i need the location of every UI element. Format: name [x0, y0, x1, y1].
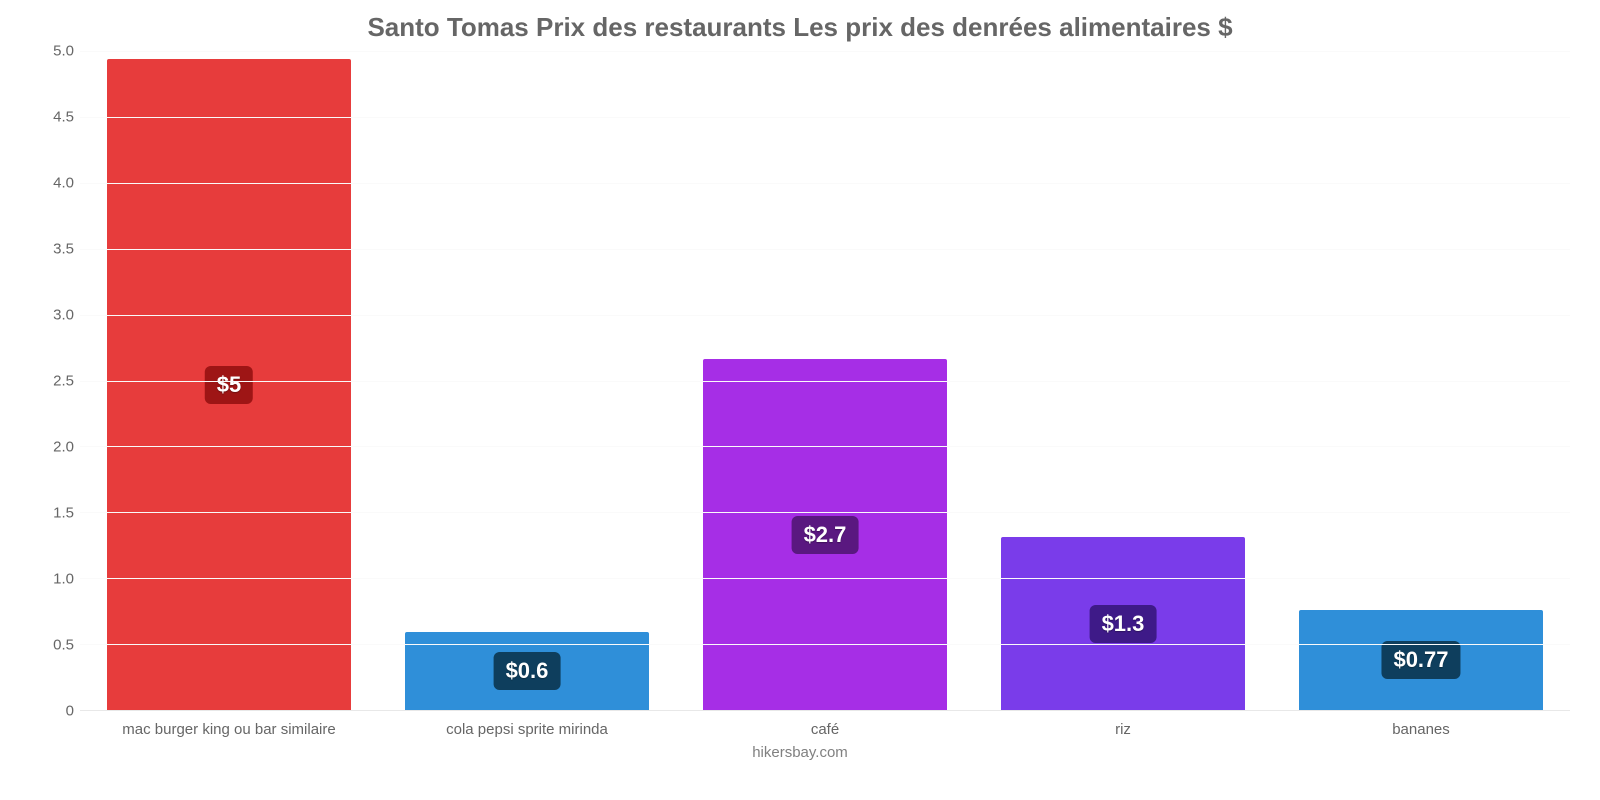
y-tick-label: 4.5 — [30, 109, 74, 126]
baseline — [80, 710, 1570, 711]
gridline — [80, 51, 1570, 52]
gridline — [80, 578, 1570, 579]
bar-slot: $0.77 — [1272, 52, 1570, 711]
x-axis: mac burger king ou bar similairecola pep… — [80, 721, 1570, 738]
bar: $2.7 — [703, 359, 947, 711]
plot-area: $5 $0.6 $2.7 $1.3 $0.77 — [80, 51, 1570, 711]
x-axis-label: café — [676, 721, 974, 738]
gridline — [80, 381, 1570, 382]
value-badge: $2.7 — [792, 516, 859, 554]
gridline — [80, 446, 1570, 447]
bar: $1.3 — [1001, 537, 1245, 711]
value-badge: $1.3 — [1090, 605, 1157, 643]
chart-title: Santo Tomas Prix des restaurants Les pri… — [30, 12, 1570, 43]
x-axis-label: riz — [974, 721, 1272, 738]
y-tick-label: 5.0 — [30, 43, 74, 60]
x-axis-label: mac burger king ou bar similaire — [80, 721, 378, 738]
y-axis: 00.51.01.52.02.53.03.54.04.55.0 — [30, 51, 80, 711]
y-tick-label: 3.5 — [30, 241, 74, 258]
plot-row: 00.51.01.52.02.53.03.54.04.55.0 $5$0.6$2… — [30, 51, 1570, 711]
bar: $5 — [107, 59, 351, 711]
x-axis-label: bananes — [1272, 721, 1570, 738]
y-tick-label: 0.5 — [30, 637, 74, 654]
bar: $0.77 — [1299, 610, 1543, 711]
price-bar-chart: Santo Tomas Prix des restaurants Les pri… — [0, 0, 1600, 800]
y-tick-label: 1.5 — [30, 505, 74, 522]
bars-container: $5 $0.6 $2.7 $1.3 $0.77 — [80, 52, 1570, 711]
bar-slot: $2.7 — [676, 52, 974, 711]
bar-slot: $1.3 — [974, 52, 1272, 711]
y-tick-label: 0 — [30, 703, 74, 720]
y-tick-label: 1.0 — [30, 571, 74, 588]
gridline — [80, 512, 1570, 513]
bar-slot: $5 — [80, 52, 378, 711]
x-axis-label: cola pepsi sprite mirinda — [378, 721, 676, 738]
y-tick-label: 2.0 — [30, 439, 74, 456]
y-tick-label: 4.0 — [30, 175, 74, 192]
value-badge: $5 — [205, 366, 253, 404]
gridline — [80, 183, 1570, 184]
value-badge: $0.77 — [1381, 641, 1460, 679]
gridline — [80, 644, 1570, 645]
gridline — [80, 249, 1570, 250]
y-tick-label: 3.0 — [30, 307, 74, 324]
y-tick-label: 2.5 — [30, 373, 74, 390]
value-badge: $0.6 — [494, 652, 561, 690]
gridline — [80, 117, 1570, 118]
chart-footer: hikersbay.com — [30, 744, 1570, 761]
gridline — [80, 315, 1570, 316]
bar-slot: $0.6 — [378, 52, 676, 711]
